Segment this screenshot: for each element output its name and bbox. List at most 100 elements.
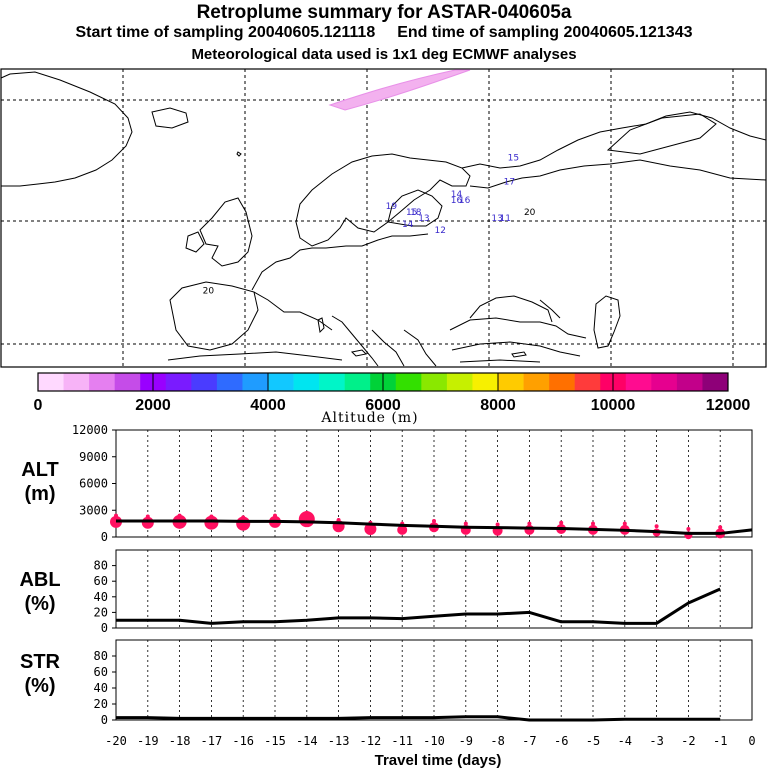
alt-ytick-label: 12000 <box>72 423 108 437</box>
trajectory-marker-label: 16 <box>459 196 471 206</box>
colorbar-cell <box>472 373 499 391</box>
colorbar-cell <box>191 373 218 391</box>
x-tick-label: -16 <box>232 734 254 748</box>
colorbar-tick-label: 2000 <box>135 397 171 414</box>
x-tick-label: -17 <box>201 734 223 748</box>
x-tick-label: -3 <box>649 734 663 748</box>
alt-scatter-point <box>336 518 341 523</box>
colorbar-cell <box>114 373 141 391</box>
alt-ytick-label: 6000 <box>79 477 108 491</box>
alt-scatter-point <box>241 515 246 520</box>
altitude-colorbar: 0 2000 4000 6000 8000 10000 12000 Altitude (m) <box>34 372 751 426</box>
colorbar-cell <box>63 373 90 391</box>
alt-scatter-point <box>114 513 118 518</box>
plume-streak <box>328 69 471 111</box>
abl-ytick-label: 80 <box>94 559 108 573</box>
colorbar-cell <box>268 373 294 391</box>
x-tick-label: -1 <box>713 734 727 748</box>
colorbar-cell <box>702 373 729 391</box>
trajectory-marker-label: 13 <box>418 214 429 224</box>
trajectory-marker-label: 16 <box>451 196 463 206</box>
colorbar-cell <box>549 373 575 391</box>
str-series-line <box>116 715 721 722</box>
x-axis-ticks: -20 -19 -18 -17 -16 -15 -14 -13 -12 -11 -10 -9 -8 -7-… <box>105 734 755 748</box>
alt-scatter-point <box>273 513 277 518</box>
trajectory-marker-label: 15 <box>406 208 417 218</box>
colorbar-cell <box>395 373 422 391</box>
str-panel: 80 60 40 20 0 <box>94 639 753 727</box>
alt-scatter-point <box>559 520 564 525</box>
colorbar-cell <box>89 373 115 391</box>
colorbar-cell <box>676 373 703 391</box>
alt-scatter-point <box>527 521 532 526</box>
colorbar-axis-label: Altitude (m) <box>320 410 418 426</box>
alt-scatter-point <box>686 526 691 531</box>
colorbar-cell <box>625 373 652 391</box>
colorbar-tick-label: 12000 <box>706 397 751 414</box>
colorbar-tick-label: 10000 <box>591 397 636 414</box>
alt-scatter-point <box>591 521 595 526</box>
trajectory-marker-label: 18 <box>410 208 422 218</box>
alt-ytick-label: 3000 <box>79 503 108 517</box>
trajectory-marker-label: 17 <box>504 178 515 188</box>
x-tick-label: -10 <box>423 734 445 748</box>
alt-ytick-label: 0 <box>101 530 108 544</box>
colorbar-cell <box>293 373 320 391</box>
time-series-panels: 120009000600030000806040200806040200-20-… <box>72 423 756 748</box>
alt-scatter-point <box>397 524 408 535</box>
str-ytick-label: 60 <box>94 665 108 679</box>
alt-scatter-point <box>177 513 182 518</box>
x-tick-label: -15 <box>264 734 286 748</box>
colorbar-cell <box>574 373 601 391</box>
alt-scatter-point <box>718 525 723 530</box>
alt-panel: 12000 9000 6000 3000 0 <box>72 423 753 544</box>
colorbar-cell <box>38 373 64 391</box>
chart-title: Retroplume summary for ASTAR-040605a <box>196 2 572 23</box>
trajectory-marker-label: 12 <box>434 226 445 236</box>
x-tick-label: -19 <box>137 734 159 748</box>
colorbar-cell <box>446 373 473 391</box>
trajectory-marker-label: 19 <box>386 202 398 212</box>
abl-ytick-label: 20 <box>94 605 108 619</box>
alt-scatter-point <box>654 524 659 529</box>
trajectory-marker-label: 20 <box>203 287 215 297</box>
colorbar-tick-label: 8000 <box>480 397 516 414</box>
alt-label: ALT <box>21 459 58 481</box>
colorbar-tick-label: 4000 <box>250 397 286 414</box>
colorbar-cell <box>651 373 678 391</box>
str-ytick-label: 80 <box>94 649 108 663</box>
x-tick-label: -12 <box>360 734 382 748</box>
colorbar-tick-labels: 0 2000 4000 6000 8000 10000 12000 <box>34 373 751 414</box>
alt-scatter-point <box>204 515 219 530</box>
abl-ytick-label: 40 <box>94 590 108 604</box>
alt-scatter-point <box>524 524 535 535</box>
x-axis-label: Travel time (days) <box>375 752 502 768</box>
str-unit-label: (%) <box>24 675 55 697</box>
abl-ytick-label: 0 <box>101 621 108 635</box>
trajectory-marker-label: 20 <box>524 208 536 218</box>
trajectory-marker-label: 14 <box>451 190 463 200</box>
trajectory-marker-label: 14 <box>402 220 414 230</box>
x-tick-label: -11 <box>391 734 413 748</box>
alt-scatter-point <box>145 514 150 519</box>
colorbar-tick-label: 6000 <box>365 397 401 414</box>
alt-ytick-label: 9000 <box>79 450 108 464</box>
colorbar-tick-label: 0 <box>34 397 43 414</box>
map-frame <box>0 68 767 368</box>
abl-series-line <box>116 587 721 625</box>
x-tick-label: -14 <box>296 734 318 748</box>
x-tick-label: -20 <box>105 734 127 748</box>
trajectory-marker-label: 13 <box>491 214 502 224</box>
abl-ytick-label: 60 <box>94 574 108 588</box>
str-ytick-label: 0 <box>101 713 108 727</box>
alt-scatter-point <box>209 514 214 519</box>
abl-unit-label: (%) <box>24 593 55 615</box>
met-data-label: Meteorological data used is 1x1 deg ECMW… <box>191 46 577 63</box>
colorbar-cell <box>165 373 192 391</box>
sampling-times: Start time of sampling 20040605.121118 En… <box>0 24 768 42</box>
x-tick-label: -6 <box>554 734 568 748</box>
alt-scatter-point <box>364 522 377 535</box>
colorbar-cell <box>421 373 448 391</box>
